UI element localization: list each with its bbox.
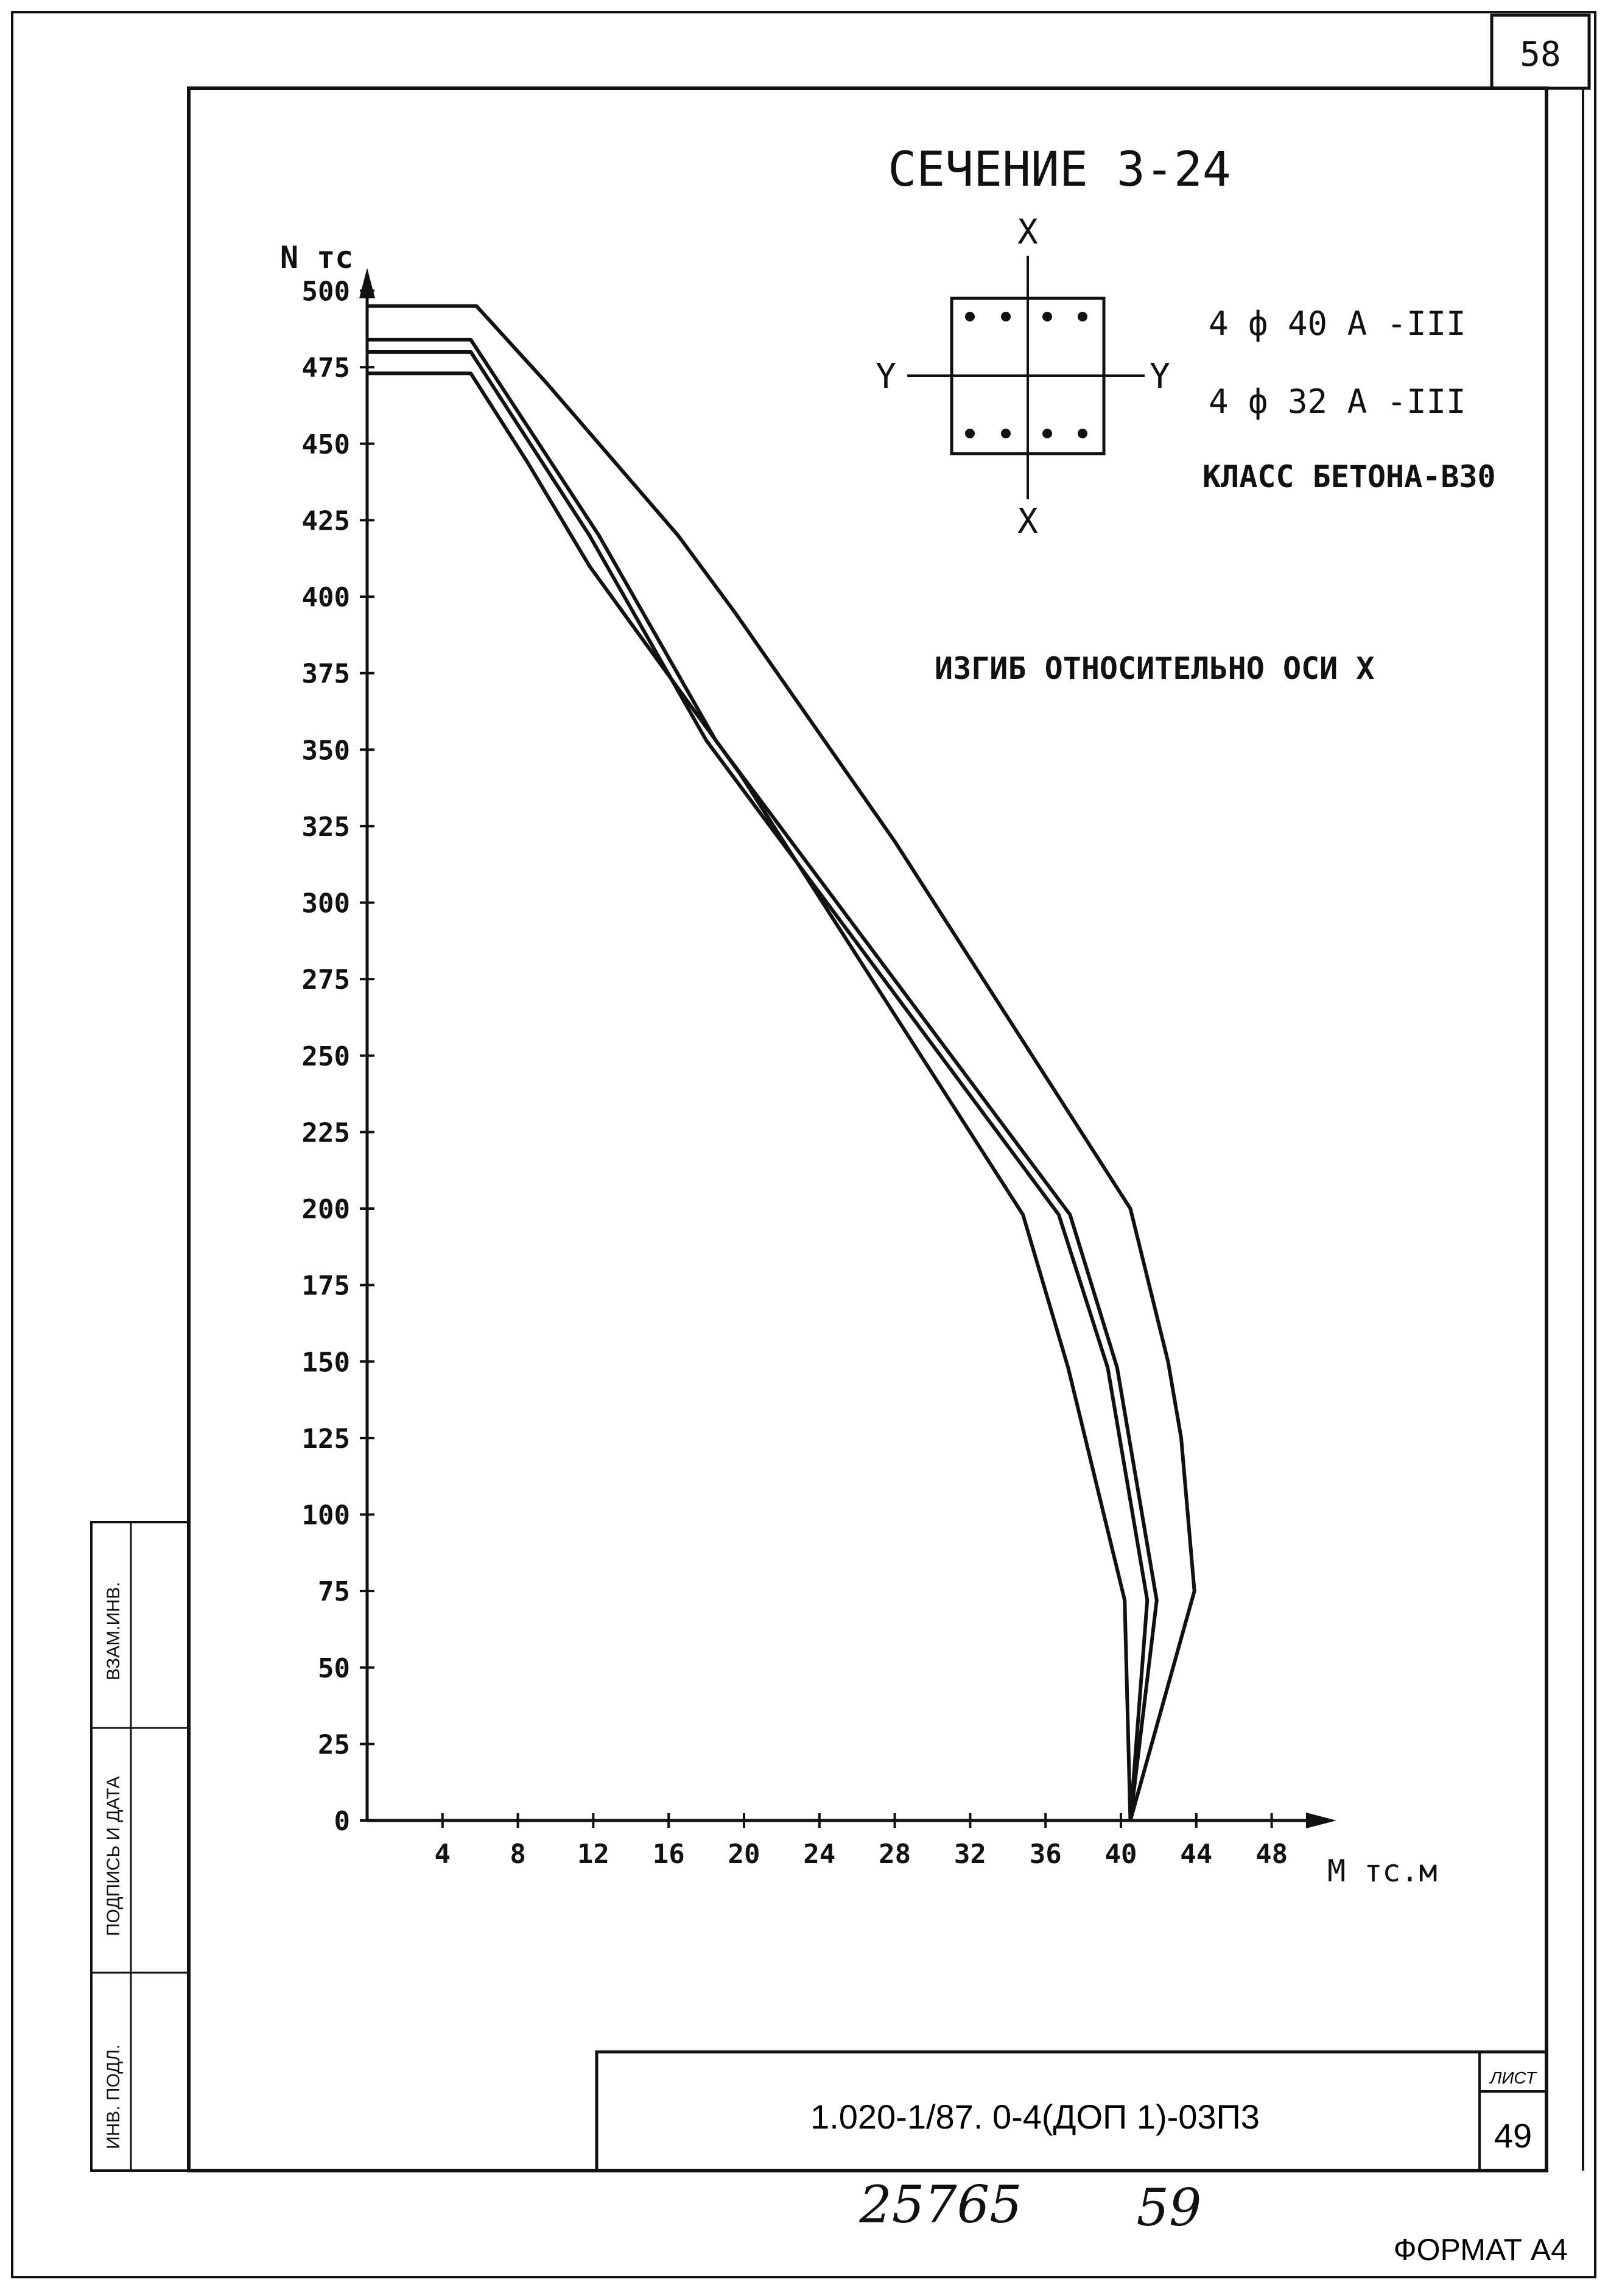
x-tick-label: 36 [1030,1839,1062,1870]
x-tick-label: 20 [728,1839,760,1870]
x-axis-arrow [1306,1813,1336,1828]
stamp-column [90,1521,190,2172]
x-tick-label: 24 [803,1839,835,1870]
axis-x-top-label: X [1017,212,1038,252]
y-tick-label: 375 [302,659,350,690]
y-tick-label: 75 [318,1576,350,1607]
rebar-spec-1: 4 ф 40 А -III [1209,304,1466,343]
x-tick-label: 12 [577,1839,609,1870]
axis-y-right-label: Y [1150,357,1170,396]
x-tick-label: 4 [435,1839,451,1870]
rebar-dot [1078,429,1087,438]
interaction-curve-1 [367,304,1196,1821]
y-tick-label: 225 [302,1117,350,1148]
x-tick-label: 32 [954,1839,986,1870]
y-tick-label: 125 [302,1424,350,1455]
interaction-diagram: N тс М тс.м 0 25 50 75 100 125 150 175 200 225 250… [280,240,1438,1889]
stamp-label-inv-podl: ИНВ. ПОДЛ. [104,2044,124,2150]
cross-section-sketch: X X Y Y [876,212,1170,541]
axis-y-left-label: Y [876,357,896,396]
x-tick-label: 28 [879,1839,911,1870]
y-axis-title: N тс [280,240,353,275]
y-tick-label: 500 [302,276,350,307]
rebar-dot [965,312,975,321]
interaction-curve-2 [367,337,1159,1821]
axis-x-bottom-label: X [1017,502,1038,541]
y-ticks: 0 25 50 75 100 125 150 175 200 225 250 275 300 325 350… [302,276,374,1837]
y-tick-label: 325 [302,812,350,843]
x-tick-label: 40 [1105,1839,1137,1870]
rebar-dot [965,429,975,438]
page-number: 58 [1520,35,1561,74]
y-tick-label: 175 [302,1271,350,1302]
y-tick-label: 300 [302,888,350,919]
x-axis-title: М тс.м [1327,1853,1438,1889]
stamp-label-signature-date: ПОДПИСЬ И ДАТА [104,1776,124,1936]
handwritten-number-1: 25765 [858,2175,1022,2235]
rebar-dot [1001,312,1011,321]
y-tick-label: 450 [302,429,350,460]
rebar-spec-2: 4 ф 32 А -III [1209,382,1466,421]
y-tick-label: 100 [302,1500,350,1531]
bending-note: ИЗГИБ ОТНОСИТЕЛЬНО ОСИ X [935,651,1374,686]
y-tick-label: 0 [334,1806,351,1837]
y-tick-label: 50 [318,1653,350,1684]
y-tick-label: 25 [318,1729,350,1760]
y-tick-label: 475 [302,353,350,384]
y-tick-label: 250 [302,1041,350,1072]
rebar-dot [1001,429,1011,438]
interaction-curve-3 [367,350,1150,1821]
format-label: ФОРМАТ А4 [1394,2233,1568,2267]
outer-border [11,11,1596,2278]
sheet-number: 49 [1494,2116,1532,2155]
x-tick-label: 16 [653,1839,685,1870]
sheet-number-box [1478,2051,1548,2172]
x-tick-label: 48 [1255,1839,1288,1870]
y-tick-label: 350 [302,735,350,766]
y-tick-label: 425 [302,505,350,536]
handwritten-number-2: 59 [1137,2178,1202,2238]
interaction-curve-4 [367,371,1132,1821]
section-title: СЕЧЕНИЕ 3-24 [888,142,1231,197]
y-axis-arrow [359,268,375,298]
rebar-dot [1042,312,1052,321]
rebar-dot [1042,429,1052,438]
x-ticks: 4 8 12 16 20 24 28 32 36 40 44 48 [435,1813,1288,1870]
sheet-label: ЛИСТ [1489,2068,1537,2087]
x-tick-label: 44 [1180,1839,1212,1870]
y-tick-label: 150 [302,1347,350,1378]
y-tick-label: 200 [302,1194,350,1225]
x-tick-label: 8 [510,1839,526,1870]
y-tick-label: 400 [302,582,350,613]
document-code: 1.020-1/87. 0-4(ДОП 1)-03П3 [810,2098,1260,2136]
stamp-label-vzam-inv: ВЗАМ.ИНВ. [104,1581,124,1680]
series-group [367,304,1196,1821]
rebar-dot [1078,312,1087,321]
y-tick-label: 275 [302,964,350,995]
concrete-class: КЛАСС БЕТОНА-В30 [1202,459,1496,494]
